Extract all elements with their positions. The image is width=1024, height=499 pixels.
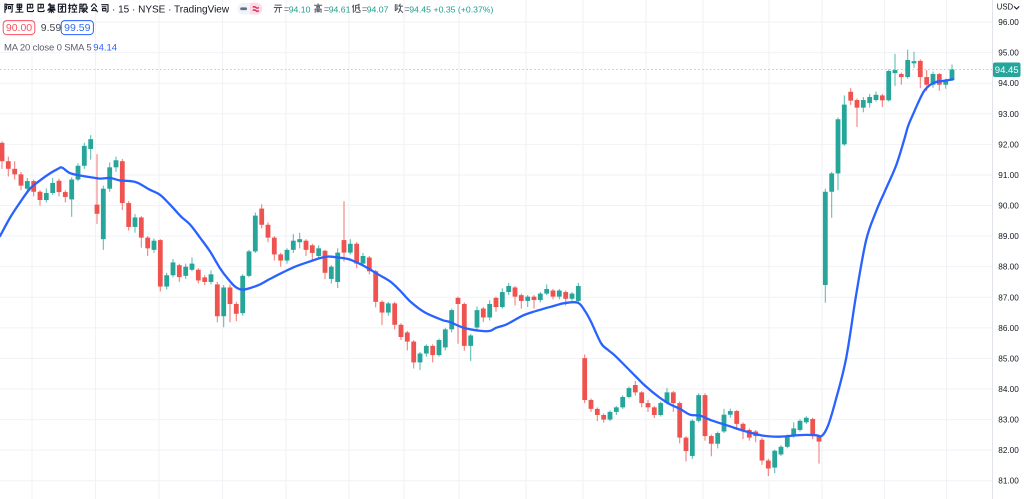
svg-text:84.00: 84.00 (998, 385, 1019, 394)
svg-text:99.59: 99.59 (64, 22, 90, 34)
svg-text:94.45: 94.45 (995, 65, 1019, 76)
svg-text:USD: USD (997, 2, 1014, 11)
svg-text:94.00: 94.00 (998, 79, 1019, 88)
svg-text:81.00: 81.00 (998, 477, 1019, 486)
svg-text:90.00: 90.00 (6, 22, 32, 34)
svg-text:95.00: 95.00 (998, 49, 1019, 58)
svg-text:86.00: 86.00 (998, 324, 1019, 333)
svg-text:=: = (324, 4, 329, 14)
svg-text:94.07: 94.07 (367, 4, 389, 14)
svg-text:MA 20 close 0 SMA 5: MA 20 close 0 SMA 5 (4, 43, 91, 54)
svg-text:93.00: 93.00 (998, 110, 1019, 119)
svg-text:85.00: 85.00 (998, 354, 1019, 363)
svg-text:88.00: 88.00 (998, 263, 1019, 272)
svg-text:+0.35 (+0.37%): +0.35 (+0.37%) (434, 4, 494, 14)
svg-text:90.00: 90.00 (998, 202, 1019, 211)
svg-text:9.59: 9.59 (41, 22, 62, 34)
svg-text:92.00: 92.00 (998, 140, 1019, 149)
svg-text:83.00: 83.00 (998, 416, 1019, 425)
svg-text:94.14: 94.14 (93, 43, 117, 54)
svg-text:87.00: 87.00 (998, 293, 1019, 302)
svg-text:94.10: 94.10 (289, 4, 311, 14)
svg-text:94.45: 94.45 (409, 4, 431, 14)
svg-text:82.00: 82.00 (998, 446, 1019, 455)
svg-text:89.00: 89.00 (998, 232, 1019, 241)
svg-text:=: = (362, 4, 367, 14)
svg-text:=: = (284, 4, 289, 14)
svg-text:96.00: 96.00 (998, 18, 1019, 27)
svg-text:94.61: 94.61 (329, 4, 351, 14)
svg-text:=: = (404, 4, 409, 14)
svg-text:91.00: 91.00 (998, 171, 1019, 180)
svg-text:· 15 · NYSE · TradingView: · 15 · NYSE · TradingView (112, 5, 230, 16)
